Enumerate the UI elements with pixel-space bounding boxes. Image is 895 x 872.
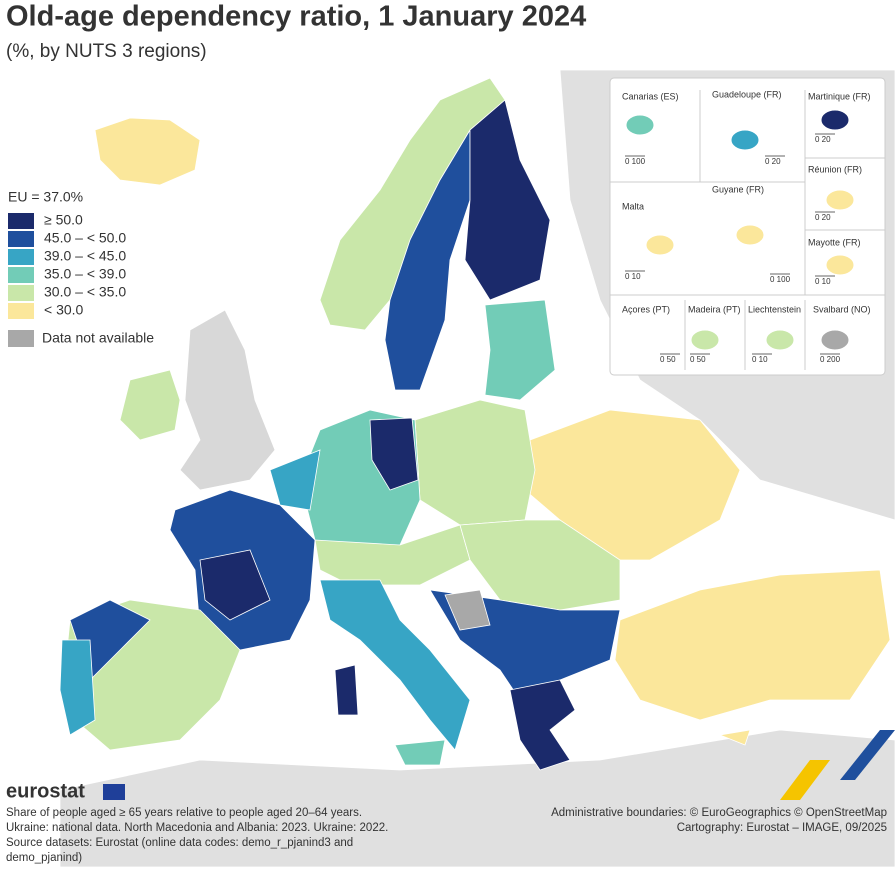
inset-region	[690, 329, 720, 351]
legend-swatch	[8, 213, 34, 229]
scale-label: 0 100	[770, 275, 791, 284]
ukraine	[524, 409, 741, 561]
italy	[319, 579, 471, 751]
legend-label: 39.0 – < 45.0	[44, 248, 126, 264]
inset-region	[625, 114, 655, 136]
inset-region	[820, 109, 850, 131]
portugal	[59, 639, 96, 736]
legend-title: EU = 37.0%	[8, 189, 83, 205]
great-britain	[179, 309, 276, 491]
scale-label: 0 200	[820, 355, 841, 364]
legend-swatch	[8, 285, 34, 301]
inset-region	[765, 329, 795, 351]
legend-label: < 30.0	[44, 302, 84, 318]
inset-label: Liechtenstein	[748, 304, 801, 314]
inset-region	[820, 329, 850, 351]
inset-label: Svalbard (NO)	[813, 304, 871, 314]
logo-ribbon-yellow	[780, 760, 830, 800]
legend-label: ≥ 50.0	[44, 212, 83, 228]
scale-label: 0 10	[815, 277, 831, 286]
inset-region	[825, 189, 855, 211]
hungary-romania	[459, 519, 621, 611]
ireland	[119, 369, 181, 441]
inset-label: Réunion (FR)	[808, 164, 862, 174]
legend-swatch	[8, 231, 34, 247]
legend-swatch	[8, 330, 34, 347]
inset-region	[735, 224, 765, 246]
benelux	[269, 449, 321, 511]
poland	[414, 399, 536, 526]
scale-label: 0 10	[752, 355, 768, 364]
inset-label: Guadeloupe (FR)	[712, 89, 782, 99]
logo-ribbon-blue	[840, 730, 895, 780]
footer-note: Source datasets: Eurostat (online data c…	[6, 837, 353, 849]
legend-label: 35.0 – < 39.0	[44, 266, 126, 282]
inset-label: Canarias (ES)	[622, 91, 679, 101]
sweden	[384, 128, 471, 391]
scale-label: 0 50	[690, 355, 706, 364]
inset-label: Martinique (FR)	[808, 91, 871, 101]
legend-swatch	[8, 249, 34, 265]
sicily	[394, 739, 446, 766]
scale-label: 0 20	[815, 213, 831, 222]
scale-label: 0 100	[625, 157, 646, 166]
basemap	[59, 69, 895, 868]
greece	[509, 679, 576, 771]
legend-swatch	[8, 267, 34, 283]
inset-label: Açores (PT)	[622, 304, 670, 314]
central-europe	[314, 524, 471, 586]
inset-label: Guyane (FR)	[712, 184, 764, 194]
legend-label: Data not available	[42, 330, 154, 346]
scale-label: 0 20	[765, 157, 781, 166]
subtitle: (%, by NUTS 3 regions)	[6, 41, 207, 62]
footer-note: demo_pjanind)	[6, 852, 82, 864]
scale-label: 0 20	[815, 135, 831, 144]
inset-region	[825, 254, 855, 276]
inset-region	[730, 129, 760, 151]
scale-label: 0 50	[660, 355, 676, 364]
inset-region	[645, 234, 675, 256]
legend-swatch	[8, 303, 34, 319]
cyprus	[718, 729, 751, 746]
bosnia	[444, 589, 491, 631]
logo: eurostat	[6, 780, 85, 802]
eu-flag	[103, 784, 125, 800]
footer-credit: Cartography: Eurostat – IMAGE, 09/2025	[677, 822, 887, 834]
finland	[464, 99, 551, 301]
footer: Share of people aged ≥ 65 years relative…	[6, 807, 887, 864]
scale-label: 0 10	[625, 272, 641, 281]
footer-note: Share of people aged ≥ 65 years relative…	[6, 807, 362, 819]
iceland	[94, 117, 201, 186]
turkey	[614, 569, 891, 721]
baltics	[484, 299, 556, 401]
legend: EU = 37.0% ≥ 50.0 45.0 – < 50.0 39.0 – < 4…	[8, 189, 154, 347]
footer-note: Ukraine: national data. North Macedonia …	[6, 822, 388, 834]
inset-label: Mayotte (FR)	[808, 237, 861, 247]
legend-label: 45.0 – < 50.0	[44, 230, 126, 246]
title: Old-age dependency ratio, 1 January 2024	[6, 1, 586, 33]
inset-label: Malta	[622, 201, 644, 211]
inset-label: Madeira (PT)	[688, 304, 741, 314]
insets: Canarias (ES) 0 100 Guadeloupe (FR) 0 20 Mar…	[610, 89, 885, 370]
france-center	[199, 549, 271, 621]
germany-east	[369, 417, 419, 491]
legend-label: 30.0 – < 35.0	[44, 284, 126, 300]
footer-credit: Administrative boundaries: © EuroGeograp…	[551, 807, 887, 819]
sardinia	[334, 664, 359, 716]
